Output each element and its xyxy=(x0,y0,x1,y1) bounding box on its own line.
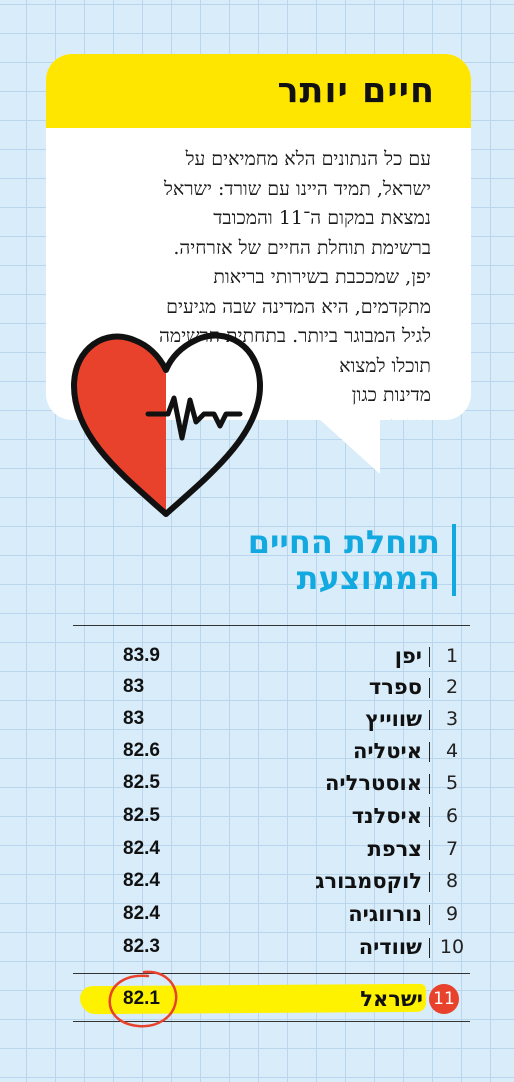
table-row: 10 שוודיה 82.3 xyxy=(73,932,470,962)
section-title-line2: הממוצעת xyxy=(296,559,440,597)
israel-country: ישראל xyxy=(360,987,423,1011)
row-separator xyxy=(429,678,430,698)
row-separator xyxy=(429,872,430,892)
section-title-line1: תוחלת החיים xyxy=(247,523,440,561)
row-value: 82.6 xyxy=(123,740,160,761)
card-body-line: יפן, שמככבת בשירותי בריאות xyxy=(213,266,431,288)
table-row: 9 נורווגיה 82.4 xyxy=(73,899,470,929)
card-body-line: לגיל המבוגר ביותר. בתחתית הרשימה xyxy=(159,325,431,347)
section-title: תוחלת החיים הממוצעת xyxy=(248,524,456,596)
card-title: חיים יותר xyxy=(277,71,435,111)
row-separator xyxy=(429,938,430,958)
circle-annotation-icon xyxy=(108,970,178,1028)
row-value: 82.5 xyxy=(123,805,160,826)
row-value: 82.4 xyxy=(123,838,160,859)
table-bottom-rule xyxy=(73,1021,470,1022)
table-top-rule xyxy=(73,625,470,626)
row-rank: 9 xyxy=(445,903,459,925)
card-body-line: תוכלו למצוא xyxy=(339,354,431,377)
row-value: 83 xyxy=(123,676,145,697)
israel-value: 82.1 xyxy=(123,988,160,1009)
heartbeat-icon xyxy=(145,395,243,441)
row-value: 82.3 xyxy=(123,936,160,957)
row-separator xyxy=(429,647,430,667)
card-body-line: ברשימת תוחלת החיים של אזרחיה. xyxy=(173,236,431,259)
table-divider-rule xyxy=(73,973,470,974)
table-row: 5 אוסטרליה 82.5 xyxy=(73,768,470,798)
card-body-line: עם כל הנתונים הלא מחמיאים על xyxy=(185,148,431,170)
row-rank: 10 xyxy=(439,936,465,958)
row-rank: 2 xyxy=(445,676,459,698)
card-body: עם כל הנתונים הלא מחמיאים על ישראל, תמיד… xyxy=(46,145,431,420)
heart-icon xyxy=(71,332,263,517)
row-separator xyxy=(429,905,430,925)
row-country: איטליה xyxy=(352,739,422,763)
row-value: 82.5 xyxy=(123,772,160,793)
row-country: איסלנד xyxy=(351,804,422,828)
card-body-line: מדינות כגון xyxy=(351,384,431,406)
row-separator xyxy=(429,742,430,762)
table-row: 4 איטליה 82.6 xyxy=(73,736,470,766)
table-row: 8 לוקסמבורג 82.4 xyxy=(73,866,470,896)
table-row: 1 יפן 83.9 xyxy=(73,641,470,671)
table-row: 2 ספרד 83 xyxy=(73,672,470,702)
row-rank: 6 xyxy=(445,805,459,827)
row-rank: 5 xyxy=(445,772,459,794)
row-country: אוסטרליה xyxy=(325,771,422,795)
card-body-line: רוסיה והודו. xyxy=(46,411,431,421)
bubble-tail xyxy=(318,418,380,474)
row-country: יפן xyxy=(394,644,422,668)
row-separator xyxy=(429,807,430,827)
card-body-line: נמצאת במקום ה־11 והמכובד xyxy=(213,207,431,229)
card-body-line: מתקדמים, היא המדינה שבה מגיעים xyxy=(166,295,431,318)
row-country: שוודיה xyxy=(358,935,422,959)
row-value: 83.9 xyxy=(123,645,160,666)
row-value: 82.4 xyxy=(123,903,160,924)
row-separator xyxy=(429,710,430,730)
table-row: 7 צרפת 82.4 xyxy=(73,834,470,864)
row-rank: 3 xyxy=(445,708,459,730)
row-country: נורווגיה xyxy=(348,902,422,926)
israel-rank-badge: 11 xyxy=(429,984,459,1014)
row-value: 82.4 xyxy=(123,870,160,891)
table-row: 3 שווייץ 83 xyxy=(73,704,470,734)
row-rank: 7 xyxy=(445,838,459,860)
row-rank: 4 xyxy=(445,740,459,762)
row-separator xyxy=(429,840,430,860)
row-country: שווייץ xyxy=(365,707,422,731)
card-body-line: ישראל, תמיד היינו עם שורד: ישראל xyxy=(163,177,431,200)
row-country: לוקסמבורג xyxy=(315,869,422,893)
card-header: חיים יותר xyxy=(46,54,471,128)
row-separator xyxy=(429,774,430,794)
row-country: ספרד xyxy=(368,675,422,699)
row-country: צרפת xyxy=(367,837,422,861)
row-rank: 8 xyxy=(445,870,459,892)
table-row: 6 איסלנד 82.5 xyxy=(73,801,470,831)
row-rank: 1 xyxy=(445,645,459,667)
row-value: 83 xyxy=(123,708,145,729)
